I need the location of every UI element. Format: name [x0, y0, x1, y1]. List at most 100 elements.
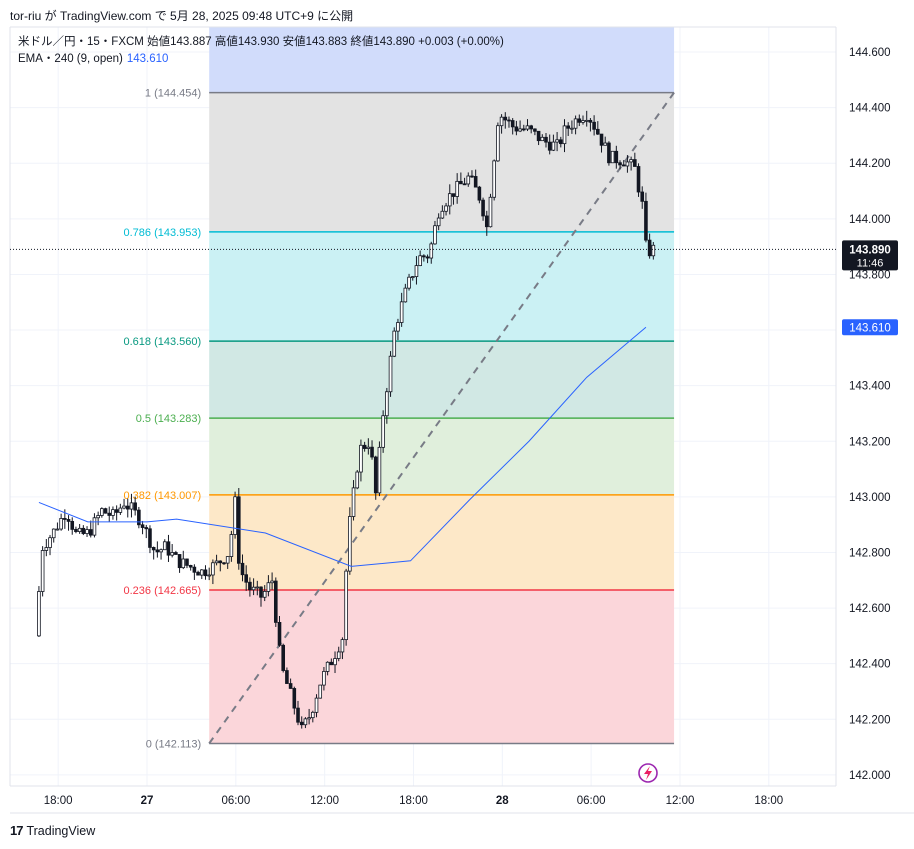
candle-body — [177, 554, 182, 569]
candle-body — [481, 199, 485, 217]
candle-body — [44, 547, 49, 551]
candle-body — [248, 581, 252, 591]
candle-body — [584, 119, 589, 122]
candle-body — [477, 186, 482, 201]
tradingview-logo-icon: 17 — [10, 823, 24, 838]
candle-body — [48, 537, 52, 548]
candle-body — [81, 527, 86, 534]
candle-body — [244, 574, 248, 583]
x-tick-label: 06:00 — [221, 795, 250, 807]
candle-body — [63, 518, 67, 520]
y-tick-label: 142.600 — [849, 603, 891, 615]
fib-level-label: 0.382 (143.007) — [124, 490, 202, 502]
candle-body — [492, 160, 496, 198]
candle-body — [644, 200, 648, 241]
candle-body — [336, 651, 341, 659]
candle-body — [155, 549, 160, 553]
fibonacci-retracement[interactable]: 1 (144.454) 0.786 (143.953) 0.618 (143.560… — [124, 27, 675, 750]
y-tick-label: 144.200 — [849, 158, 891, 170]
symbol-ohlc-line[interactable]: 米ドル／円・15・FXCM 始値143.887 高値143.930 安値143.… — [18, 36, 504, 48]
candle-body — [55, 528, 60, 531]
candle-body — [133, 502, 137, 511]
candle-body — [499, 116, 504, 127]
candle-body — [547, 141, 552, 151]
y-tick-label: 142.200 — [849, 714, 891, 726]
candle-body — [425, 256, 430, 259]
candle-body — [211, 562, 215, 576]
candle-body — [100, 508, 104, 516]
candle-body — [162, 541, 167, 551]
candle-body — [51, 528, 56, 539]
candle-body — [222, 562, 226, 565]
candle-body — [66, 519, 71, 522]
candle-body — [418, 255, 422, 267]
candle-body — [410, 276, 415, 279]
candle-body — [92, 517, 97, 536]
fib-level-label: 1 (144.454) — [145, 88, 201, 100]
candle-body — [558, 139, 563, 145]
candle-body — [640, 191, 645, 202]
candle-body — [240, 562, 245, 576]
candle-body — [592, 121, 596, 130]
candle-body — [103, 508, 108, 514]
candle-body — [573, 118, 578, 129]
tradingview-brand[interactable]: 17 TradingView — [10, 823, 95, 838]
candle-body — [285, 670, 289, 684]
candle-body — [340, 639, 345, 653]
ema-legend-line[interactable]: EMA・240 (9, open) 143.610 — [18, 51, 504, 68]
candle-body — [440, 210, 445, 219]
candle-body — [322, 671, 326, 686]
lightning-icon-glyph — [644, 766, 652, 780]
fib-band — [209, 589, 675, 744]
candle-body — [170, 552, 174, 556]
candle-body — [199, 569, 204, 576]
candle-body — [388, 355, 393, 393]
candle-body — [577, 118, 582, 123]
last-price-label: 143.890 — [849, 244, 891, 256]
candle-body — [181, 558, 186, 569]
fib-trend-line — [208, 92, 675, 745]
candle-body — [185, 558, 189, 566]
ema-line — [38, 326, 647, 567]
candle-body — [255, 586, 260, 589]
candle-body — [603, 142, 608, 146]
ema-value: 143.610 — [126, 53, 169, 65]
candle-body — [359, 444, 363, 473]
candle-body — [551, 141, 556, 151]
candle-body — [470, 175, 474, 178]
candle-body — [385, 391, 389, 417]
candle-body — [370, 446, 374, 458]
candle-body — [366, 446, 371, 449]
candle-body — [377, 446, 382, 494]
candle-body — [307, 717, 311, 720]
candle-body — [122, 505, 126, 509]
candle-body — [484, 215, 489, 228]
x-tick-label: 18:00 — [399, 795, 428, 807]
candle-body — [610, 150, 615, 164]
candle-body — [633, 159, 637, 167]
candle-body — [455, 180, 459, 197]
candle-body — [503, 116, 508, 121]
candle-body — [262, 591, 267, 598]
x-tick-label: 06:00 — [577, 795, 606, 807]
candle-body — [422, 255, 426, 258]
y-tick-label: 144.000 — [849, 214, 891, 226]
candle-body — [399, 301, 404, 323]
candle-body — [647, 239, 652, 257]
candle-body — [351, 487, 356, 517]
candle-body — [144, 527, 149, 530]
candle-body — [159, 549, 163, 553]
candle-body — [274, 580, 278, 623]
y-tick-label: 143.400 — [849, 381, 891, 393]
x-tick-label: 27 — [141, 795, 154, 807]
candle-body — [74, 528, 78, 533]
candle-body — [270, 580, 274, 584]
candle-body — [125, 505, 130, 510]
candle-body — [40, 550, 45, 592]
lightning-icon[interactable] — [638, 763, 658, 783]
candle-body — [188, 565, 193, 568]
last-price-box — [842, 240, 898, 271]
candle-body — [462, 183, 467, 186]
